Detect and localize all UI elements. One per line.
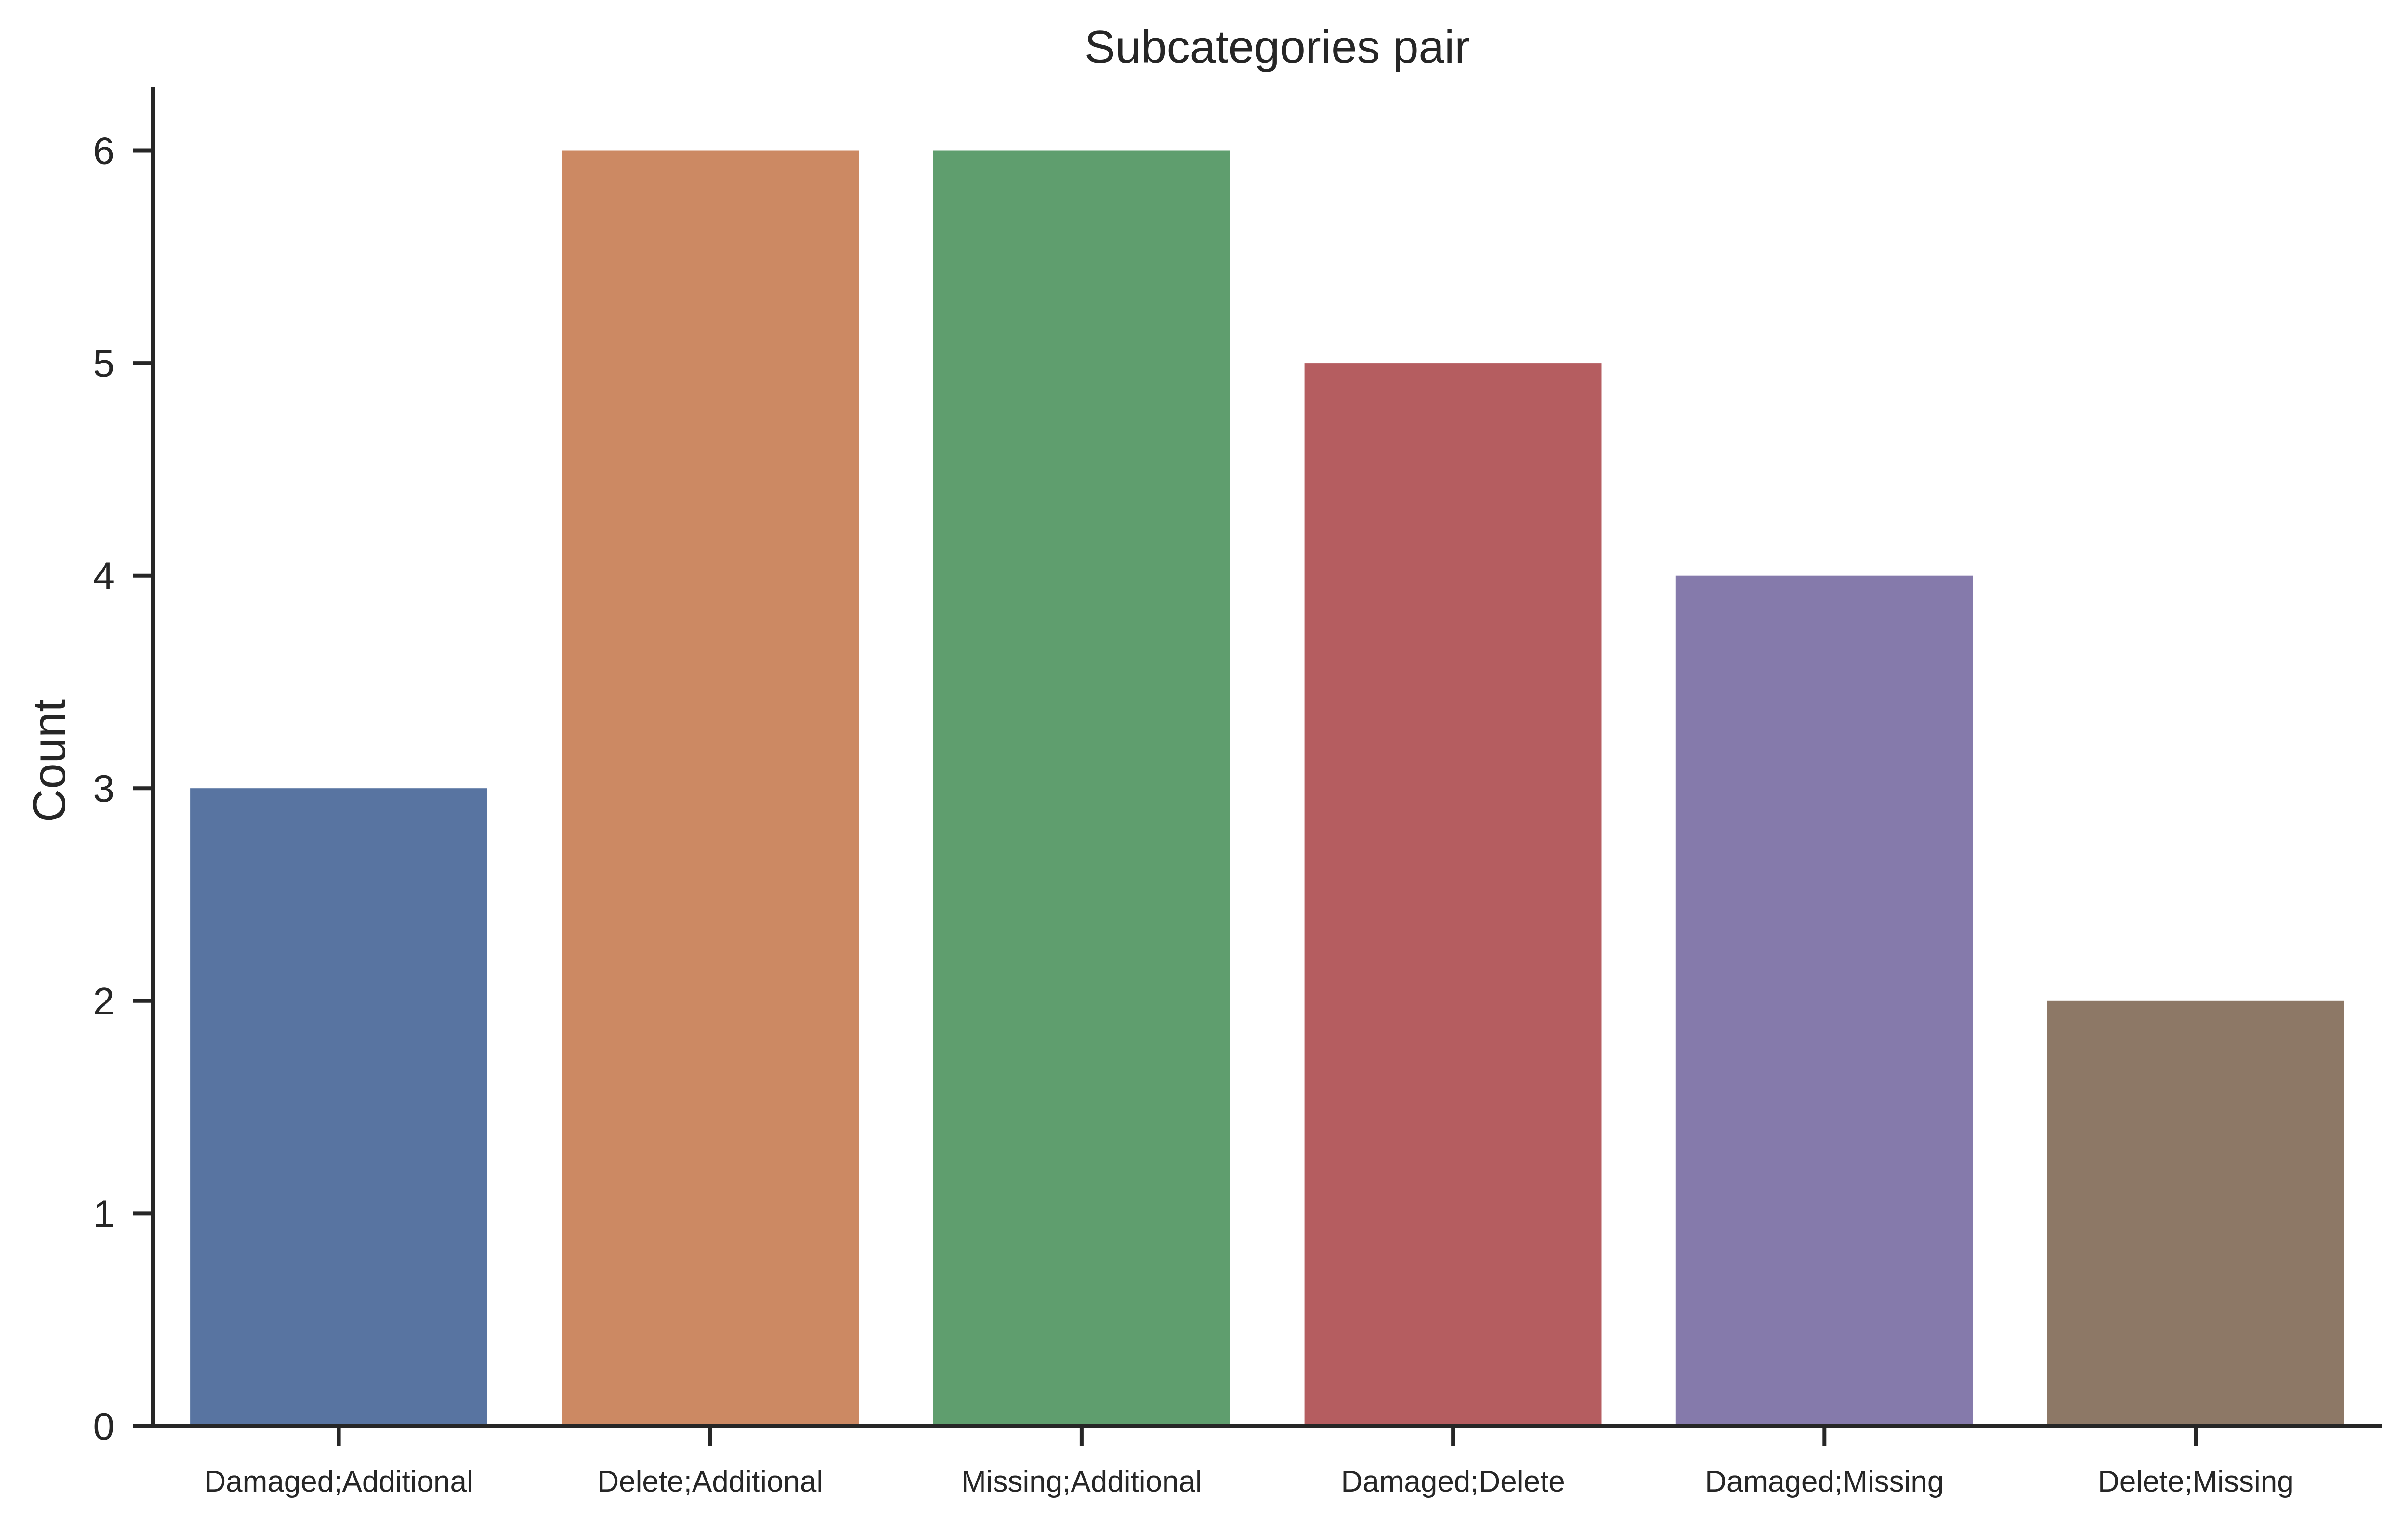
bar-damaged-additional xyxy=(190,788,488,1426)
bars-group xyxy=(190,150,2344,1426)
x-tick-label: Missing;Additional xyxy=(961,1465,1202,1498)
bar-delete-additional xyxy=(562,150,859,1426)
x-axis-ticks: Damaged;Additional Delete;Additional Missi… xyxy=(204,1426,2294,1498)
y-tick-label: 0 xyxy=(93,1405,115,1448)
x-tick-label: Delete;Missing xyxy=(2098,1465,2294,1498)
chart-title: Subcategories pair xyxy=(1085,21,1470,73)
x-tick-label: Damaged;Missing xyxy=(1705,1465,1944,1498)
y-axis-label: Count xyxy=(24,699,75,822)
y-tick-label: 3 xyxy=(93,767,115,810)
y-tick-label: 1 xyxy=(93,1192,115,1235)
bar-damaged-missing xyxy=(1675,575,1973,1426)
y-tick-label: 4 xyxy=(93,555,115,598)
x-tick-label: Delete;Additional xyxy=(597,1465,823,1498)
y-axis-ticks: 0 1 2 3 4 5 6 xyxy=(93,130,153,1448)
y-tick-label: 6 xyxy=(93,130,115,172)
y-tick-label: 2 xyxy=(93,980,115,1023)
bar-delete-missing xyxy=(2047,1000,2344,1426)
x-tick-label: Damaged;Delete xyxy=(1341,1465,1565,1498)
x-tick-label: Damaged;Additional xyxy=(204,1465,473,1498)
bar-damaged-delete xyxy=(1304,363,1602,1426)
y-tick-label: 5 xyxy=(93,342,115,385)
bar-missing-additional xyxy=(933,150,1230,1426)
